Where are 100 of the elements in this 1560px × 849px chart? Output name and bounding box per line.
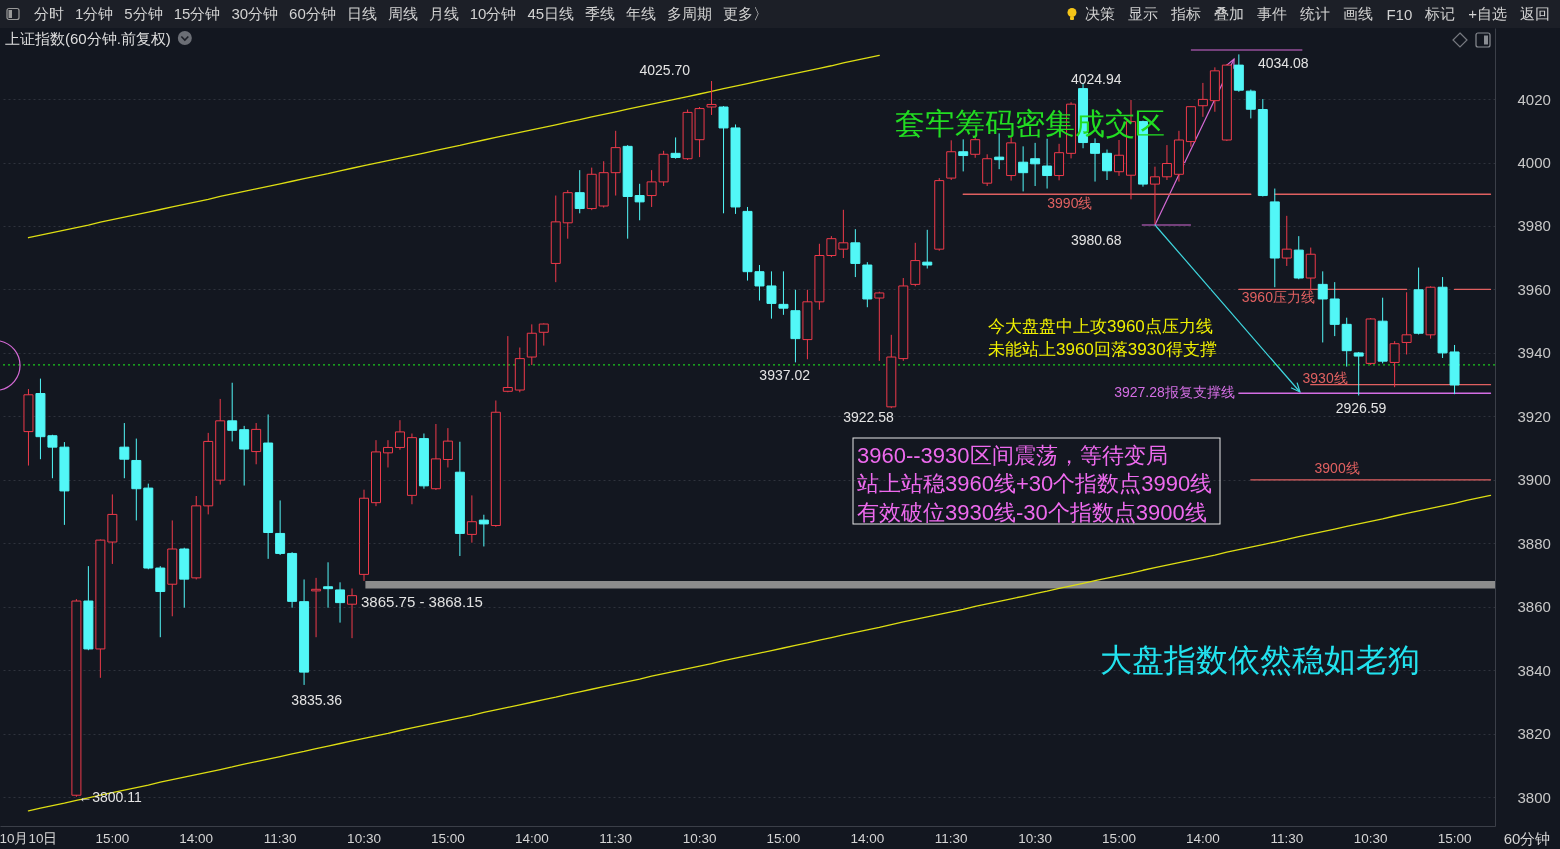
y-tick-label: 3860 (1517, 598, 1551, 616)
x-tick-label: 14:00 (850, 830, 885, 846)
band-label: 3865.75 - 3868.15 (361, 593, 483, 610)
candlestick (478, 514, 489, 547)
annotation: 3980.68 (1070, 232, 1122, 248)
y-tick-label: 4020 (1517, 90, 1551, 108)
series-label: 3930线 (1302, 369, 1348, 386)
y-tick-label: 3900 (1517, 471, 1551, 489)
candlestick (275, 499, 286, 556)
candlestick (335, 581, 346, 624)
candlestick (1054, 143, 1065, 181)
candlestick (1353, 351, 1364, 396)
candlestick (442, 427, 453, 468)
annotation: 3960--3930区间震荡，等待变局 (857, 442, 1168, 468)
x-tick-label: 10:30 (1353, 830, 1388, 846)
candlestick (119, 422, 130, 479)
line-series (27, 494, 1492, 812)
candlestick (1281, 215, 1292, 267)
line-series (27, 54, 880, 239)
annotation: 今大盘盘中上攻3960点压力线 (988, 316, 1213, 336)
candlestick (1114, 139, 1124, 177)
x-tick-label: 11:30 (934, 830, 968, 846)
candlestick (227, 382, 238, 442)
candlestick (1305, 247, 1316, 292)
annotation: 大盘指数依然稳如老狗 (1100, 642, 1420, 678)
candlestick (1102, 149, 1113, 181)
y-tick-label: 3820 (1517, 725, 1551, 743)
candlestick (670, 136, 681, 160)
candlestick (394, 419, 405, 451)
annotation: ←3800.11 (78, 789, 142, 805)
annotation: 3922.58 (843, 409, 895, 425)
candlestick (347, 588, 358, 639)
candlestick (574, 169, 585, 214)
candlestick (382, 439, 393, 468)
candlestick (1018, 145, 1029, 192)
candlestick (466, 494, 477, 544)
candlestick (502, 335, 513, 393)
y-tick-label: 3840 (1517, 661, 1551, 679)
series-label: 3927.28报复支撑线 (1114, 384, 1235, 401)
text: 决策 显示 指标 叠加 事件 统计 画线 F10 标记 +自选 返回 (1085, 4, 1550, 23)
chart-title: 上证指数(60分钟.前复权) (5, 29, 171, 47)
x-tick-label: 15:00 (95, 830, 130, 846)
y-tick-label: 3800 (1517, 788, 1551, 806)
x-tick-label: 10:30 (347, 830, 381, 846)
series-label: 3960压力线 (1241, 289, 1315, 306)
series-label: 3990线 (1047, 195, 1093, 212)
candlestick (323, 561, 334, 609)
candlestick (778, 270, 789, 316)
y-tick-label: 3880 (1517, 534, 1551, 552)
x-tick-label: 15:00 (1102, 830, 1136, 846)
candlestick (538, 322, 549, 347)
y-tick-label: 3980 (1517, 217, 1551, 235)
annotation: 4025.70 (639, 62, 691, 78)
candlestick (1090, 137, 1101, 183)
x-tick-label: 15:00 (431, 830, 465, 846)
annotation: 4024.94 (1070, 71, 1122, 87)
x-tick-label: 11:30 (599, 830, 633, 846)
candlestick (706, 80, 717, 116)
x-tick-label: 14:00 (179, 830, 214, 846)
x-tick-label: 14:00 (514, 830, 549, 846)
candlestick (1389, 340, 1400, 388)
candlestick (1317, 270, 1328, 343)
candlestick (958, 138, 969, 172)
candlestick (910, 242, 921, 287)
annotation: 站上站稳3960线+30个指数点3990线 (857, 470, 1213, 496)
candlestick (155, 565, 166, 638)
y-tick-label: 4000 (1517, 154, 1551, 172)
x-tick-label: 10:30 (682, 830, 717, 846)
candlestick (634, 183, 645, 221)
annotation: 4034.08 (1258, 55, 1309, 71)
candlestick (1245, 89, 1256, 119)
series-label: 3900线 (1314, 459, 1360, 476)
candlestick (922, 229, 933, 270)
annotation: 3937.02 (759, 367, 811, 383)
annotation: 未能站上3960回落3930得支撑 (988, 339, 1217, 359)
annotation: 有效破位3930线-30个指数点3900线 (857, 499, 1207, 525)
x-tick-label: 11:30 (1270, 830, 1304, 846)
y-tick-label: 3940 (1517, 344, 1551, 362)
candlestick (1401, 291, 1412, 355)
x-tick-label: 10:30 (1018, 830, 1053, 846)
candlestick (1197, 82, 1208, 118)
x-tick-label: 10月10日 (0, 830, 58, 846)
annotation: 3835.36 (291, 692, 343, 708)
candlestick (850, 228, 861, 278)
candlestick (1149, 166, 1160, 225)
x-tick-label: 11:30 (263, 830, 297, 846)
text: 分时 1分钟 5分钟 15分钟 30分钟 60分钟 日线 周线 月线 10分钟 45日线 季线 年线 多周期 更多〉 (34, 4, 769, 22)
y-tick-label: 3920 (1517, 407, 1551, 425)
candlestick (1161, 144, 1172, 181)
candlestick (1030, 142, 1041, 187)
annotation: 2926.59 (1335, 400, 1387, 416)
x-tick-label: 15:00 (1437, 830, 1472, 846)
x-axis-title: 60分钟 (1503, 829, 1551, 847)
candlestick (874, 291, 885, 362)
candlestick (526, 323, 537, 366)
x-tick-label: 14:00 (1185, 830, 1220, 846)
candlestick (311, 577, 322, 638)
candlestick (251, 422, 262, 465)
candlestick (1042, 138, 1053, 190)
candlestick (239, 425, 250, 487)
